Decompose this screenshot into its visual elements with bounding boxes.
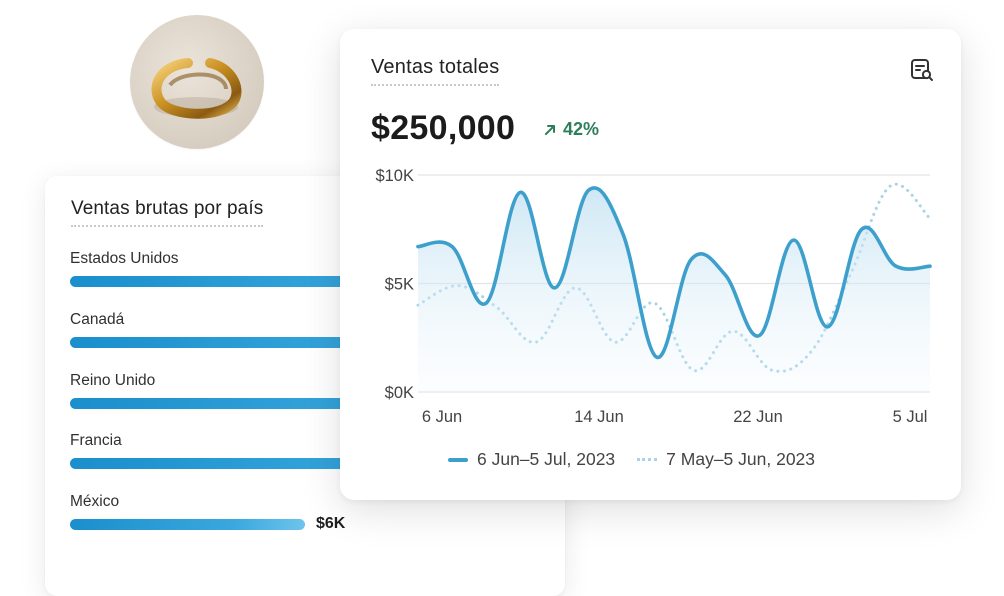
country-bar-track: $6K <box>70 515 550 532</box>
product-image <box>130 15 264 149</box>
country-name: Canadá <box>70 311 125 328</box>
legend-label-current: 6 Jun–5 Jul, 2023 <box>477 449 616 469</box>
country-bar-track <box>70 458 550 470</box>
country-bar-track <box>70 337 550 349</box>
data-point-current[interactable] <box>791 238 795 242</box>
data-point-current[interactable] <box>621 232 625 236</box>
total-sales-title[interactable]: Ventas totales <box>371 56 500 86</box>
x-tick-label: 6 Jun <box>422 408 462 426</box>
data-point-current[interactable] <box>757 334 761 338</box>
report-search-icon[interactable] <box>909 57 935 83</box>
data-point-previous[interactable] <box>652 301 656 305</box>
sales-line-chart: $10K $5K $0K 6 Jun 14 Jun 22 Jun 5 Jul <box>375 167 932 426</box>
country-row[interactable]: Estados Unidos <box>70 250 550 288</box>
country-row[interactable]: Francia <box>70 432 550 470</box>
data-point-current[interactable] <box>723 273 727 277</box>
country-bar <box>70 519 305 530</box>
legend-label-previous: 7 May–5 Jun, 2023 <box>666 449 816 469</box>
country-sales-title[interactable]: Ventas brutas por país <box>71 198 264 227</box>
country-bar <box>70 276 550 287</box>
country-name: Francia <box>70 432 122 449</box>
data-point-current[interactable] <box>518 190 522 194</box>
country-value: $6K <box>316 515 346 532</box>
data-point-current[interactable] <box>860 227 864 231</box>
country-name: México <box>70 493 120 510</box>
data-point-current[interactable] <box>587 188 591 192</box>
data-point-previous[interactable] <box>928 216 932 220</box>
data-point-current[interactable] <box>689 258 693 262</box>
country-bar-track <box>70 276 550 288</box>
total-sales-card: Ventas totales $250,000 42% $10K $5K $0K 6 … <box>340 29 961 500</box>
country-name: Estados Unidos <box>70 250 179 267</box>
y-tick-label: $0K <box>385 384 414 402</box>
country-row[interactable]: México $6K <box>70 493 550 532</box>
data-point-current[interactable] <box>484 301 488 305</box>
data-point-current[interactable] <box>826 325 830 329</box>
chart-legend: 6 Jun–5 Jul, 2023 7 May–5 Jun, 2023 <box>448 449 815 470</box>
legend-item-current[interactable]: 6 Jun–5 Jul, 2023 <box>448 449 615 470</box>
country-bar <box>70 398 550 409</box>
arrow-up-right-icon <box>545 124 555 135</box>
series-area-current <box>418 187 930 392</box>
sales-change-value: 42% <box>563 119 600 139</box>
data-point-current[interactable] <box>894 264 898 268</box>
gold-ring-image <box>151 58 242 119</box>
data-point-current[interactable] <box>416 245 420 249</box>
series-line-current[interactable] <box>416 186 932 360</box>
legend-swatch-current <box>448 457 468 462</box>
legend-swatch-previous <box>637 458 658 461</box>
data-point-previous[interactable] <box>889 184 893 188</box>
country-bar-track <box>70 398 550 410</box>
y-tick-label: $5K <box>385 276 414 294</box>
country-bar <box>70 458 550 469</box>
x-tick-label: 22 Jun <box>733 408 783 426</box>
country-name: Reino Unido <box>70 372 156 389</box>
sales-change-badge: 42% <box>543 119 599 140</box>
x-tick-label: 5 Jul <box>893 408 928 426</box>
data-point-current[interactable] <box>928 264 932 268</box>
country-bar <box>70 337 550 348</box>
country-row[interactable]: Canadá <box>70 311 550 349</box>
data-point-current[interactable] <box>655 355 659 359</box>
y-tick-label: $10K <box>375 167 414 185</box>
x-tick-label: 14 Jun <box>574 408 624 426</box>
data-point-current[interactable] <box>553 286 557 290</box>
data-point-current[interactable] <box>450 245 454 249</box>
total-sales-amount: $250,000 <box>371 109 516 147</box>
legend-item-previous[interactable]: 7 May–5 Jun, 2023 <box>637 449 815 470</box>
country-row[interactable]: Reino Unido <box>70 372 550 410</box>
